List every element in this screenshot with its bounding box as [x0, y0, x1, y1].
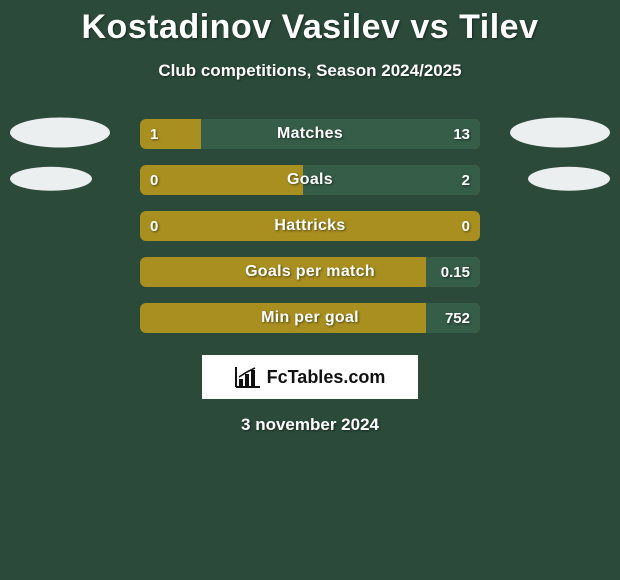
stat-label: Hattricks [140, 211, 480, 241]
page-title: Kostadinov Vasilev vs Tilev [0, 0, 620, 47]
comparison-widget: Kostadinov Vasilev vs Tilev Club competi… [0, 0, 620, 435]
logo-text: FcTables.com [267, 367, 386, 388]
player-right-marker [510, 118, 610, 148]
player-left-marker [10, 167, 92, 191]
date-label: 3 november 2024 [0, 415, 620, 435]
stat-row: 752Min per goal [0, 295, 620, 341]
stat-label: Goals per match [140, 257, 480, 287]
stat-bar: 0.15Goals per match [140, 257, 480, 287]
stat-label: Goals [140, 165, 480, 195]
player-left-marker [10, 118, 110, 148]
stat-bar: 02Goals [140, 165, 480, 195]
stat-bar: 00Hattricks [140, 211, 480, 241]
player-right-marker [528, 167, 610, 191]
stat-row: 00Hattricks [0, 203, 620, 249]
page-subtitle: Club competitions, Season 2024/2025 [0, 61, 620, 81]
stat-row: 0.15Goals per match [0, 249, 620, 295]
stat-row: 02Goals [0, 157, 620, 203]
stat-label: Min per goal [140, 303, 480, 333]
logo-box[interactable]: FcTables.com [202, 355, 418, 399]
stat-row: 113Matches [0, 111, 620, 157]
bar-chart-icon [235, 366, 261, 388]
stat-bar: 113Matches [140, 119, 480, 149]
stats-list: 113Matches 02Goals 00Hattricks 0.15Goals pe… [0, 111, 620, 341]
stat-label: Matches [140, 119, 480, 149]
stat-bar: 752Min per goal [140, 303, 480, 333]
